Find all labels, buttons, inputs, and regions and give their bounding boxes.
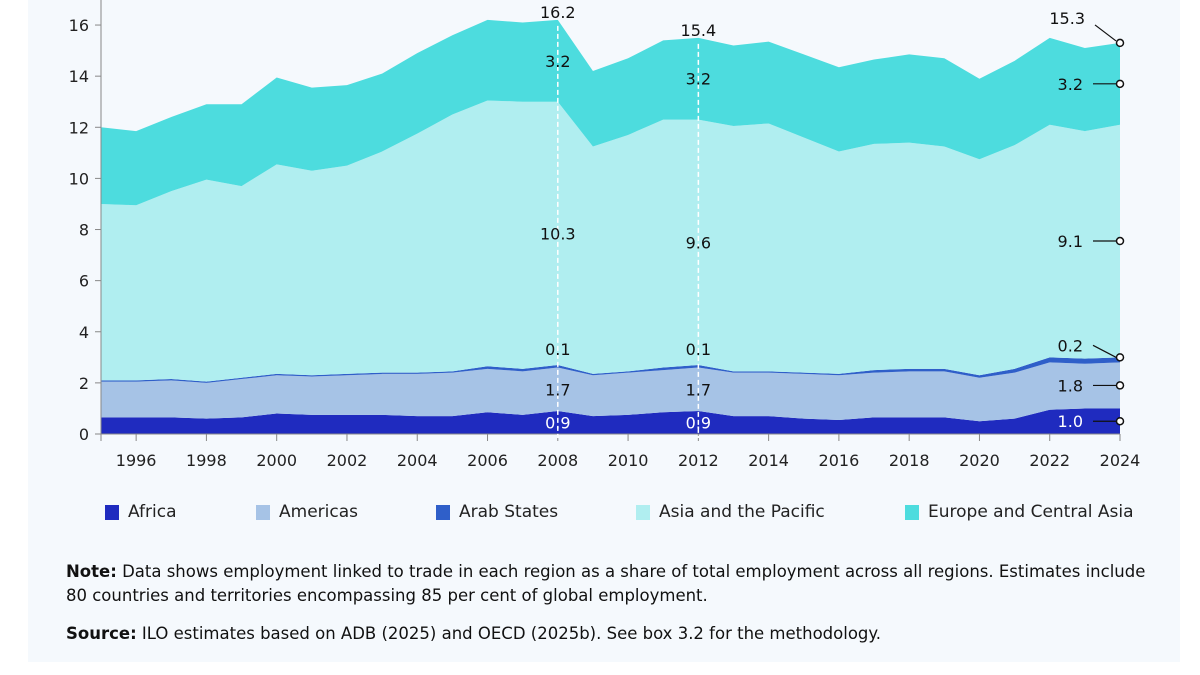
legend-item-europe-central-asia: Europe and Central Asia	[905, 502, 1134, 522]
x-tick-label: 2022	[1029, 451, 1070, 470]
legend-swatch	[636, 504, 650, 520]
legend-label: Arab States	[459, 502, 559, 522]
y-tick-label: 16	[69, 16, 89, 35]
legend-item-arab-states: Arab States	[436, 502, 558, 522]
annotation-marker	[1115, 416, 1125, 426]
y-tick-label: 0	[79, 425, 89, 444]
annotation-total: 15.4	[681, 21, 717, 40]
source-label: Source:	[66, 624, 137, 643]
annotation-label: 0.9	[686, 413, 711, 432]
y-tick-label: 8	[79, 221, 89, 240]
area-arab-states	[101, 357, 1120, 383]
x-tick-label: 2006	[467, 451, 508, 470]
x-tick-label: 2000	[256, 451, 297, 470]
legend-swatch	[105, 504, 119, 520]
annotation-label: 0.9	[545, 413, 570, 432]
legend-label: Africa	[128, 502, 177, 522]
chart-notes: Note: Data shows employment linked to tr…	[66, 560, 1166, 660]
y-tick-label: 6	[79, 272, 89, 291]
x-tick-label: 2004	[397, 451, 438, 470]
annotation-label: 10.3	[540, 224, 576, 243]
annotation-marker	[1115, 353, 1125, 362]
legend: Africa Americas Arab States Asia and the…	[0, 502, 1200, 526]
note: Note: Data shows employment linked to tr…	[66, 560, 1166, 608]
annotation-total: 16.2	[540, 3, 576, 22]
annotation-label: 9.6	[686, 233, 711, 252]
annotation-marker	[1115, 381, 1125, 390]
x-tick-label: 2002	[327, 451, 368, 470]
annotation-leader	[1092, 344, 1117, 358]
annotation-label: 0.1	[686, 340, 711, 359]
x-tick-label: 1996	[116, 451, 157, 470]
area-asia-and-the-pacific	[101, 100, 1120, 382]
legend-label: Americas	[279, 502, 358, 522]
x-tick-label: 2020	[959, 451, 1000, 470]
annotation-label: 1.7	[545, 380, 570, 399]
annotation-marker	[1115, 79, 1125, 89]
x-tick-label: 1998	[186, 451, 227, 470]
y-tick-label: 4	[79, 323, 89, 342]
legend-swatch	[436, 504, 450, 520]
source-text: ILO estimates based on ADB (2025) and OE…	[136, 624, 882, 643]
stacked-area-chart: 0 2 4 6 8 10 12 14 16 1996 1998 2000 2002 2004 2006 200…	[69, 0, 1141, 470]
annotation-label: 0.2	[1058, 336, 1083, 355]
y-tick-label: 2	[79, 374, 89, 393]
area-americas	[101, 362, 1120, 422]
legend-item-asia-pacific: Asia and the Pacific	[636, 502, 825, 522]
x-tick-label: 2018	[889, 451, 930, 470]
x-tick-label: 2010	[608, 451, 649, 470]
y-tick-label: 12	[69, 118, 89, 137]
legend-item-africa: Africa	[105, 502, 177, 522]
annotation-label: 3.2	[545, 52, 570, 71]
annotation-label: 9.1	[1058, 232, 1083, 251]
legend-swatch	[256, 504, 270, 520]
area-europe-and-central-asia	[101, 19, 1120, 206]
annotation-marker	[1115, 236, 1125, 246]
annotation-leader	[1094, 24, 1117, 42]
legend-swatch	[905, 504, 919, 520]
annotation-total: 15.3	[1049, 9, 1085, 28]
legend-label: Europe and Central Asia	[928, 502, 1134, 522]
y-tick-label: 14	[69, 67, 89, 86]
annotation-label: 1.8	[1058, 376, 1083, 395]
x-tick-label: 2024	[1100, 451, 1141, 470]
area-africa	[101, 408, 1120, 434]
annotation-label: 1.0	[1058, 412, 1083, 431]
x-tick-label: 2012	[678, 451, 719, 470]
annotation-marker	[1115, 38, 1125, 48]
x-tick-label: 2008	[537, 451, 578, 470]
annotation-label: 3.2	[686, 70, 711, 89]
note-text: Data shows employment linked to trade in…	[66, 562, 1146, 605]
annotation-label: 1.7	[686, 380, 711, 399]
y-tick-label: 10	[69, 169, 89, 188]
annotation-label: 3.2	[1058, 75, 1083, 94]
legend-item-americas: Americas	[256, 502, 358, 522]
legend-label: Asia and the Pacific	[659, 502, 825, 522]
source: Source: ILO estimates based on ADB (2025…	[66, 622, 1166, 646]
note-label: Note:	[66, 562, 117, 581]
x-tick-label: 2014	[748, 451, 789, 470]
annotation-label: 0.1	[545, 340, 570, 359]
x-tick-label: 2016	[819, 451, 860, 470]
